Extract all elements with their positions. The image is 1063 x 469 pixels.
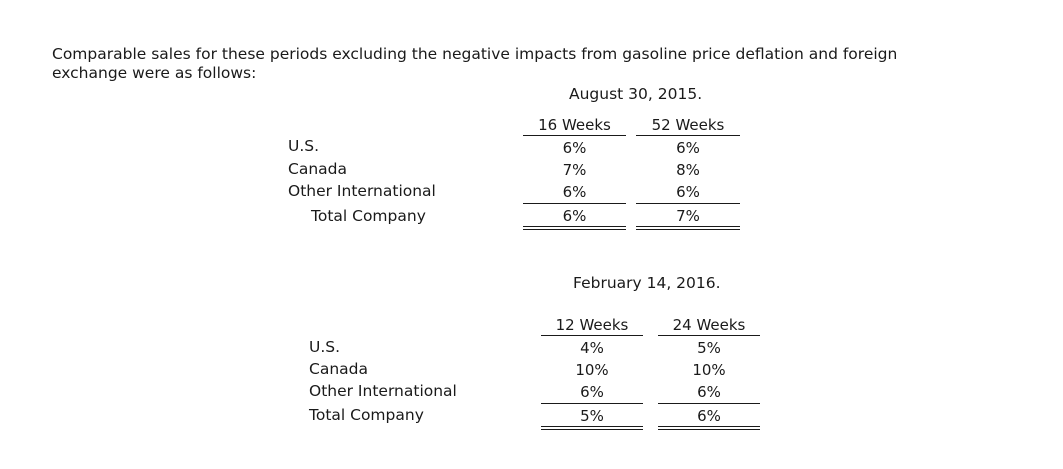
cell-other-52-weeks: 6%	[676, 183, 700, 201]
cell-canada-24-weeks: 10%	[692, 361, 726, 379]
subtotal-rule	[636, 203, 740, 204]
total-double-rule	[658, 426, 760, 430]
row-label-total-company: Total Company	[309, 406, 424, 424]
cell-total-52-weeks: 7%	[676, 207, 700, 225]
cell-us-52-weeks: 6%	[676, 139, 700, 157]
column-header-52-weeks: 52 Weeks	[636, 116, 740, 136]
subtotal-rule	[523, 203, 626, 204]
column-header-12-weeks: 12 Weeks	[541, 316, 643, 336]
row-label-other-international: Other International	[288, 182, 436, 200]
cell-other-24-weeks: 6%	[697, 383, 721, 401]
period-heading: February 14, 2016.	[573, 274, 721, 292]
subtotal-rule	[541, 403, 643, 404]
row-label-other-international: Other International	[309, 382, 457, 400]
column-header-24-weeks: 24 Weeks	[658, 316, 760, 336]
cell-us-12-weeks: 4%	[580, 339, 604, 357]
period-heading: August 30, 2015.	[569, 85, 703, 103]
intro-paragraph: Comparable sales for these periods exclu…	[52, 45, 898, 82]
subtotal-rule	[658, 403, 760, 404]
total-double-rule	[636, 226, 740, 230]
cell-canada-12-weeks: 10%	[575, 361, 609, 379]
row-label-us: U.S.	[309, 338, 341, 356]
row-label-total-company: Total Company	[311, 207, 426, 225]
row-label-us: U.S.	[288, 137, 320, 155]
cell-us-16-weeks: 6%	[562, 139, 587, 157]
cell-total-12-weeks: 5%	[580, 407, 604, 425]
cell-total-24-weeks: 6%	[697, 407, 721, 425]
cell-other-12-weeks: 6%	[580, 383, 604, 401]
cell-other-16-weeks: 6%	[562, 183, 587, 201]
cell-total-16-weeks: 6%	[562, 207, 587, 225]
column-header-16-weeks: 16 Weeks	[523, 116, 626, 136]
cell-canada-16-weeks: 7%	[562, 161, 587, 179]
row-label-canada: Canada	[288, 160, 347, 178]
total-double-rule	[541, 426, 643, 430]
cell-us-24-weeks: 5%	[697, 339, 721, 357]
cell-canada-52-weeks: 8%	[676, 161, 700, 179]
row-label-canada: Canada	[309, 360, 368, 378]
total-double-rule	[523, 226, 626, 230]
